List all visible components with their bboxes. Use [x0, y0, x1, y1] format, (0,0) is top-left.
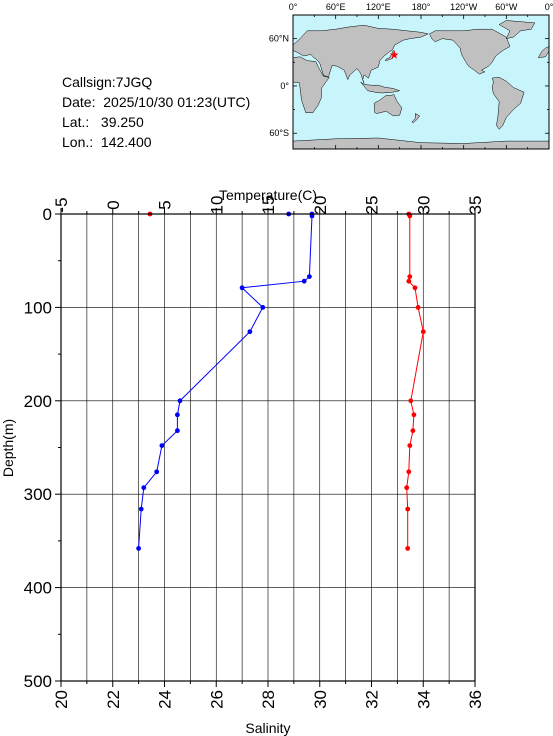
salinity-data-point [307, 274, 312, 279]
map-lon-label: 60°E [326, 2, 346, 12]
temperature-tick-label: 30 [414, 196, 433, 215]
temperature-data-point [406, 469, 412, 475]
salinity-data-point [309, 213, 315, 219]
salinity-data-point [159, 443, 165, 448]
land-north-america [429, 28, 511, 75]
land-japan [384, 50, 395, 62]
temperature-data-point [411, 412, 417, 418]
map-lon-label: 180° [412, 2, 431, 12]
map-lon-label: 120°W [450, 2, 478, 12]
map-lat-labels: 60°N 0° 60°S [269, 34, 290, 139]
temperature-tick-label: -5 [52, 197, 71, 212]
temperature-tick-label: 5 [156, 200, 175, 209]
temperature-tick-label: 25 [363, 196, 382, 215]
salinity-axis-label: Salinity [245, 720, 290, 736]
map-ticks [292, 15, 550, 149]
salinity-tick-label: 22 [104, 690, 123, 709]
salinity-data-point [154, 469, 160, 475]
salinity-tick-label: 36 [466, 690, 485, 709]
salinity-data-point [301, 278, 307, 284]
salinity-tick-label: 28 [259, 690, 278, 709]
salinity-data-point [138, 506, 144, 512]
depth-tick-label: 0 [43, 205, 52, 224]
date-text: Date: 2025/10/30 01:23(UTC) [62, 94, 251, 110]
lon-text: Lon.: 142.400 [62, 134, 152, 150]
world-map: 0° 60°E 120°E 180° 120°W 60°W 0° 60°N 0° 60°S [269, 2, 553, 150]
station-star [390, 50, 399, 59]
land-south-america [491, 77, 525, 130]
salinity-tick-label: 30 [311, 690, 330, 709]
station-marker [390, 50, 399, 59]
map-lon-label: 60°W [495, 2, 518, 12]
salinity-tick-label: 32 [363, 690, 382, 709]
temperature-data-point [410, 428, 416, 434]
land-new-zealand [411, 113, 420, 123]
chart-series [136, 211, 426, 551]
map-lon-label: 120°E [366, 2, 391, 12]
salinity-data-point [175, 428, 180, 434]
salinity-tick-label: 20 [52, 690, 71, 709]
map-lat-label: 60°N [269, 34, 289, 44]
temperature-tick-label: 20 [311, 196, 330, 215]
salinity-tick-label: 26 [207, 690, 226, 709]
salinity-data-point [247, 329, 253, 335]
temperature-data-point [404, 485, 410, 491]
temperature-data-point [406, 278, 412, 284]
land-australia [373, 94, 403, 117]
salinity-tick-label: 24 [156, 690, 175, 709]
map-lon-label: 0° [289, 2, 298, 12]
lat-text: Lat.: 39.250 [62, 114, 144, 130]
temperature-data-point [407, 443, 413, 448]
map-land [292, 20, 550, 150]
land-greenland [498, 20, 536, 39]
temperature-data-point [420, 329, 426, 335]
temperature-profile-line [150, 213, 424, 549]
salinity-data-point [141, 485, 147, 491]
land-indonesia [360, 81, 401, 94]
temperature-data-point [407, 213, 413, 219]
depth-tick-label: 300 [24, 485, 52, 504]
salinity-tick-label: 34 [414, 690, 433, 709]
chart-grid [61, 214, 475, 681]
salinity-data-point [239, 285, 245, 291]
salinity-data-point [136, 546, 142, 551]
temperature-axis-label: Temperature(C) [219, 187, 317, 203]
salinity-data-point [175, 412, 180, 418]
land-africa [292, 56, 330, 113]
map-lon-label: 0° [545, 2, 553, 12]
depth-axis-label: Depth(m) [0, 419, 16, 477]
temperature-data-point [408, 398, 414, 404]
salinity-data-point [177, 398, 183, 404]
callsign-text: Callsign:7JGQ [62, 74, 153, 90]
map-lon-labels: 0° 60°E 120°E 180° 120°W 60°W 0° [289, 2, 553, 12]
temperature-data-point [412, 285, 418, 291]
map-lat-label: 0° [280, 81, 289, 91]
map-lat-label: 60°S [269, 128, 289, 138]
depth-tick-label: 400 [24, 579, 52, 598]
temperature-data-point [405, 506, 411, 512]
temperature-data-point [415, 305, 421, 310]
salinity-data-point [260, 305, 266, 310]
station-info: Callsign:7JGQ Date: 2025/10/30 01:23(UTC… [62, 72, 250, 152]
temperature-tick-label: 10 [207, 196, 226, 215]
depth-tick-label: 500 [24, 672, 52, 691]
depth-tick-label: 100 [24, 298, 52, 317]
salinity-profile-line [138, 213, 313, 549]
temperature-tick-label: 15 [259, 196, 278, 215]
temperature-data-point [405, 546, 411, 551]
depth-tick-label: 200 [24, 392, 52, 411]
temperature-data-point [407, 274, 413, 279]
land-eurasia [292, 24, 429, 84]
temperature-tick-label: 0 [104, 200, 123, 209]
temperature-tick-label: 35 [466, 196, 485, 215]
